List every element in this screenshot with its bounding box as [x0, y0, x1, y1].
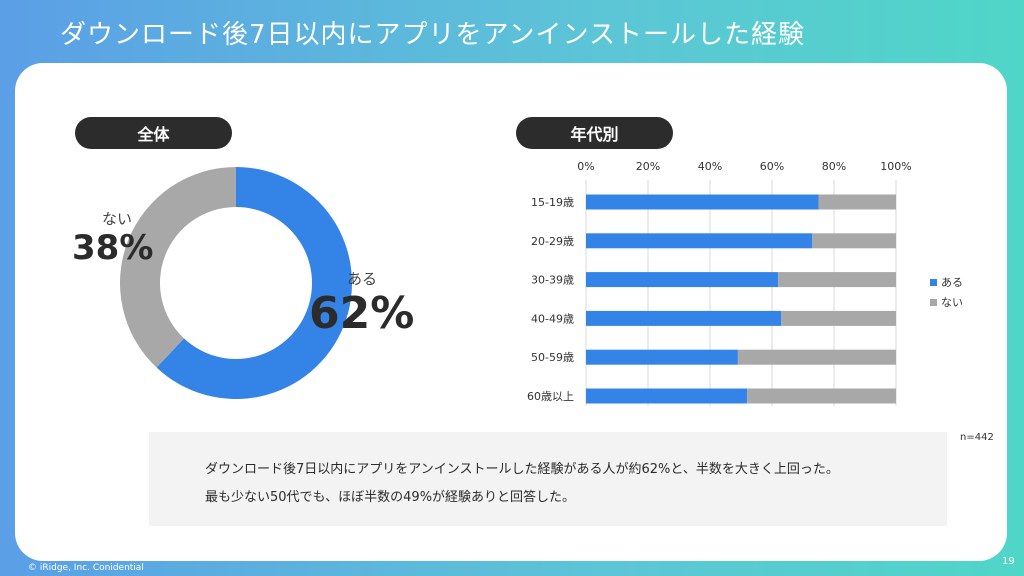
x-tick-label: 0% — [577, 160, 594, 173]
bar-yes-5 — [586, 388, 748, 404]
copyright-footer: © iRidge, Inc. Conidential — [28, 563, 144, 573]
bar-yes-0 — [586, 194, 819, 210]
bar-no-0 — [818, 194, 896, 210]
legend-yes: ある — [930, 274, 963, 290]
category-label: 50-59歳 — [531, 351, 574, 364]
bar-no-4 — [737, 349, 896, 365]
donut-yes-value: 62% — [309, 288, 415, 339]
bar-yes-2 — [586, 272, 779, 288]
sample-size-note: n=442 — [960, 432, 994, 443]
summary-line-2: 最も少ない50代でも、ほぼ半数の49%が経験ありと回答した。 — [205, 490, 576, 505]
category-label: 60歳以上 — [527, 390, 574, 403]
bar-yes-4 — [586, 349, 738, 365]
bar-yes-1 — [586, 233, 813, 249]
category-label: 30-39歳 — [531, 274, 574, 287]
by-age-section-label: 年代別 — [516, 117, 673, 149]
donut-no-value: 38% — [72, 228, 154, 268]
page-number: 19 — [1002, 556, 1015, 567]
legend-yes-label: ある — [941, 276, 963, 289]
age-bar-chart: 0% 20% 40% 60% 80% 100% 15-19歳 20-29歳 30-39歳 40-4… — [527, 160, 912, 406]
summary-line-1: ダウンロード後7日以内にアプリをアンインストールした経験がある人が約62%と、半… — [205, 462, 839, 477]
bar-no-1 — [812, 233, 896, 249]
x-tick-label: 60% — [760, 160, 784, 173]
bar-no-2 — [778, 272, 896, 288]
bar-yes-3 — [586, 310, 782, 326]
bar-no-5 — [747, 388, 896, 404]
overall-donut-chart — [120, 167, 352, 399]
donut-yes-label: ある — [347, 270, 378, 288]
summary-box: ダウンロード後7日以内にアプリをアンインストールした経験がある人が約62%と、半… — [149, 432, 947, 526]
x-tick-label: 100% — [880, 160, 911, 173]
bar-no-3 — [781, 310, 896, 326]
x-tick-label: 40% — [698, 160, 722, 173]
slide-title: ダウンロード後7日以内にアプリをアンインストールした経験 — [60, 20, 805, 50]
legend-no-swatch — [930, 298, 937, 306]
donut-slice-1 — [120, 167, 236, 368]
legend-no: ない — [930, 294, 963, 310]
category-label: 15-19歳 — [531, 196, 574, 209]
donut-slice-0 — [156, 167, 352, 399]
legend-no-label: ない — [941, 296, 963, 309]
category-label: 40-49歳 — [531, 312, 574, 325]
legend-yes-swatch — [930, 278, 937, 286]
category-label: 20-29歳 — [531, 235, 574, 248]
x-tick-label: 80% — [822, 160, 846, 173]
x-tick-label: 20% — [636, 160, 660, 173]
donut-no-label: ない — [102, 210, 133, 228]
overall-section-label: 全体 — [75, 117, 232, 149]
